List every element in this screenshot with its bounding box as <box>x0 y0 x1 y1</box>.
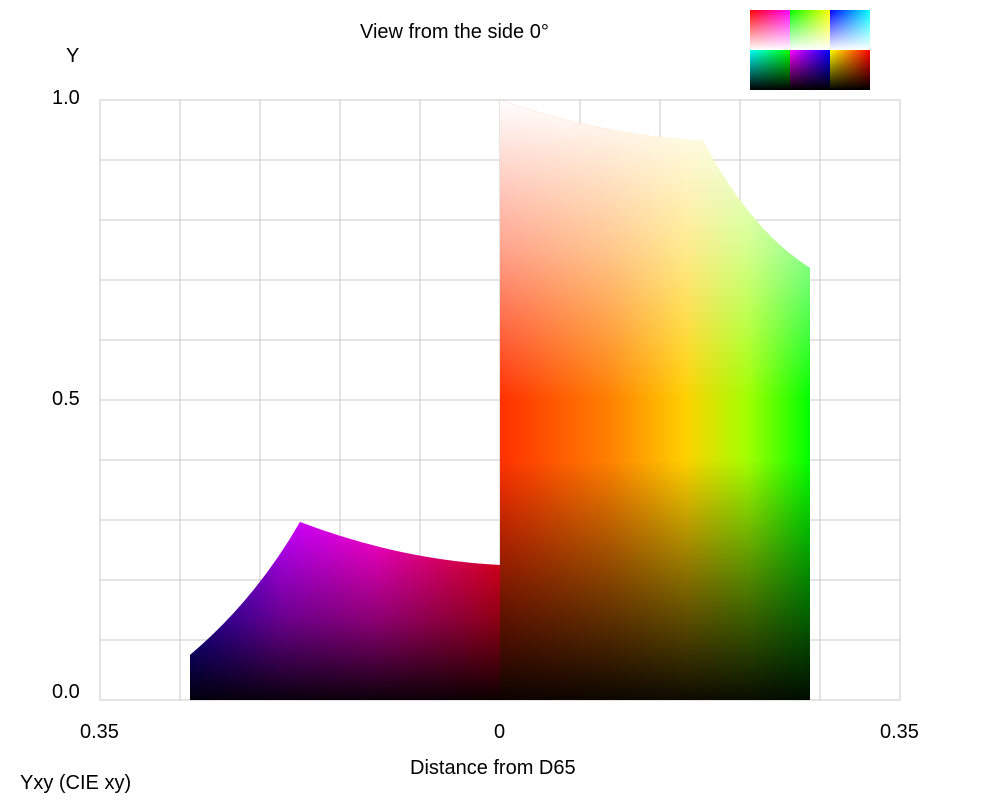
y-tick-label: 0.5 <box>52 388 80 410</box>
y-tick-label: 0.0 <box>52 681 80 703</box>
x-tick-label-center: 0 <box>494 721 506 743</box>
swatch-blue-white <box>830 10 870 50</box>
y-axis-label: Y <box>66 45 80 67</box>
gamut-right-half <box>500 100 810 700</box>
swatch-cyan-black <box>750 50 790 90</box>
swatch-green-white <box>790 10 830 50</box>
swatch-red-white <box>750 10 790 50</box>
chart-title: View from the side 0° <box>360 21 549 43</box>
gamut-left-half <box>190 100 500 700</box>
x-axis-label: Distance from D65 <box>410 757 576 779</box>
color-space-label: Yxy (CIE xy) <box>20 772 132 794</box>
y-tick-label: 1.0 <box>52 87 80 109</box>
swatch-yellow-black <box>830 50 870 90</box>
x-tick-label-right: 0.35 <box>880 721 919 743</box>
x-tick-label-left: 0.35 <box>80 721 119 743</box>
color-swatch-grid <box>750 10 870 90</box>
swatch-magenta-black <box>790 50 830 90</box>
